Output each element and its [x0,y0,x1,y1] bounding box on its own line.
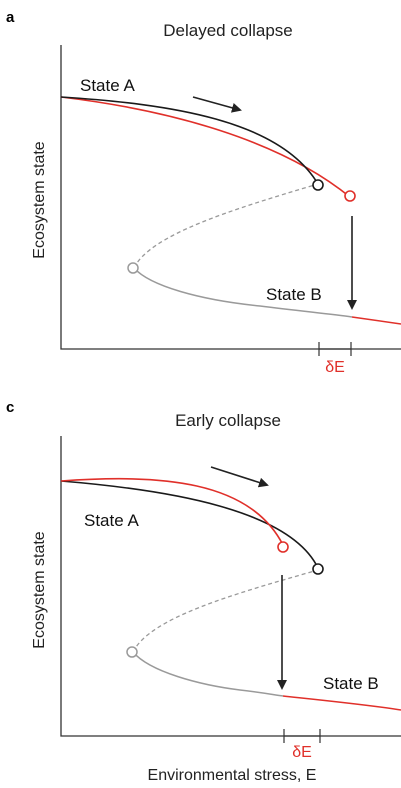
y-axis-label: Ecosystem state [31,141,48,258]
unstable-branch-curve [132,569,319,653]
unstable-branch-curve [133,183,319,269]
tipping-point-black [312,179,324,191]
delta-e-label: δE [325,359,345,376]
stress-arrow [192,96,242,113]
y-axis-label: Ecosystem state [31,531,48,648]
tipping-point-red [344,190,356,202]
panel-letter: a [6,9,15,26]
upper-branch-red-curve [60,477,284,546]
upper-branch-black-curve [60,480,319,569]
delta-e-label: δE [292,744,312,761]
axis-frame [60,45,401,350]
panel-title: Delayed collapse [163,21,292,40]
delta-e-bracket [283,729,321,743]
tipping-point-black [312,563,324,575]
state-a-label: State A [84,511,139,530]
stress-arrow [210,466,269,488]
x-axis-label: Environmental stress, E [148,767,317,784]
upper-branch-red-curve [60,96,351,198]
lower-branch-curve [133,267,353,318]
lower-fold-point [126,646,138,658]
lower-branch-curve [132,651,284,697]
upper-branch-black-curve [60,96,319,185]
panel-title: Early collapse [175,411,281,430]
tipping-point-red [277,541,289,553]
state-a-label: State A [80,76,135,95]
delta-e-bracket [318,342,352,356]
lower-branch-red-curve [282,695,401,711]
panel-letter: c [6,399,14,416]
panel-c: c Early collapse Ecosystem state State A… [6,399,401,761]
state-b-label: State B [323,674,379,693]
panel-a: a Delayed collapse Ecosystem state State… [6,9,401,376]
state-b-label: State B [266,285,322,304]
lower-fold-point [127,262,139,274]
lower-branch-red-curve [351,316,401,325]
